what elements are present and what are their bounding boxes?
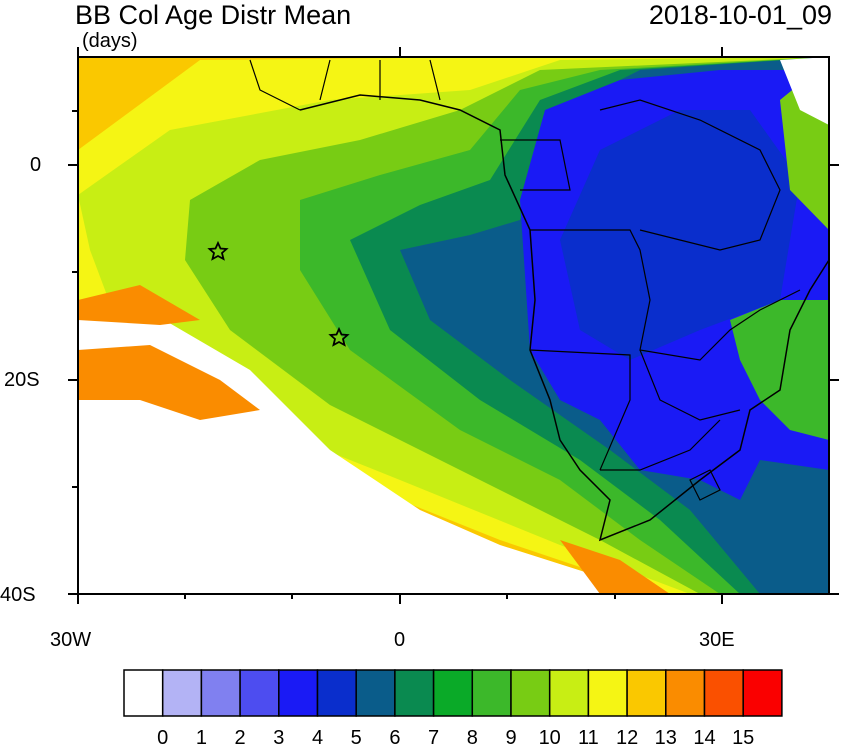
x-label-0: 0 (394, 629, 406, 651)
star-marker (207, 240, 229, 261)
colorbar-tick-label: 0 (157, 727, 169, 749)
map-field (78, 57, 829, 594)
colorbar-tick-label: 6 (389, 727, 401, 749)
colorbar-tick-label: 3 (273, 727, 285, 749)
colorbar-box (626, 669, 667, 717)
star-marker (328, 326, 350, 347)
y-label-0: 0 (30, 154, 42, 176)
colorbar-box (123, 669, 164, 717)
colorbar-tick-label: 13 (654, 727, 677, 749)
plot-title: BB Col Age Distr Mean (75, 0, 352, 30)
x-label-30e: 30E (699, 629, 735, 651)
colorbar-box (742, 669, 783, 717)
colorbar-box (548, 669, 590, 717)
colorbar-box (278, 669, 319, 717)
colorbar-tick-label: 2 (234, 727, 246, 749)
y-label-20s: 20S (4, 369, 40, 391)
colorbar-tick-label: 14 (693, 727, 716, 749)
colorbar-box (703, 669, 744, 717)
y-label-40s: 40S (0, 584, 36, 606)
units-label: (days) (82, 30, 138, 52)
colorbar-box (161, 669, 203, 717)
colorbar-box (239, 669, 280, 717)
colorbar-box (394, 669, 435, 717)
colorbar-tick-label: 15 (732, 727, 755, 749)
valid-time: 2018-10-01_09 (648, 0, 832, 30)
colorbar-tick-label: 8 (466, 727, 478, 749)
marker-stars (207, 240, 350, 347)
colorbar-tick-label: 12 (615, 727, 639, 749)
colorbar-tick-label: 4 (311, 727, 324, 749)
x-ticks (77, 47, 723, 604)
colorbar-tick-label: 5 (350, 727, 362, 749)
colorbar-box (200, 669, 241, 717)
colorbar-tick-label: 1 (195, 727, 207, 749)
colorbar-tick-label: 7 (428, 727, 440, 749)
x-label-30w: 30W (50, 629, 92, 651)
colorbar (123, 669, 783, 717)
colorbar-tick-label: 9 (505, 727, 517, 749)
colorbar-box (665, 669, 706, 717)
colorbar-box (316, 669, 357, 717)
colorbar-box (471, 669, 512, 717)
colorbar-tick-label: 11 (578, 727, 599, 749)
colorbar-box (432, 669, 474, 717)
colorbar-box (587, 669, 628, 717)
colorbar-box (355, 669, 396, 717)
colorbar-box (510, 669, 551, 717)
colorbar-tick-label: 10 (538, 727, 561, 749)
y-ticks (68, 110, 839, 595)
